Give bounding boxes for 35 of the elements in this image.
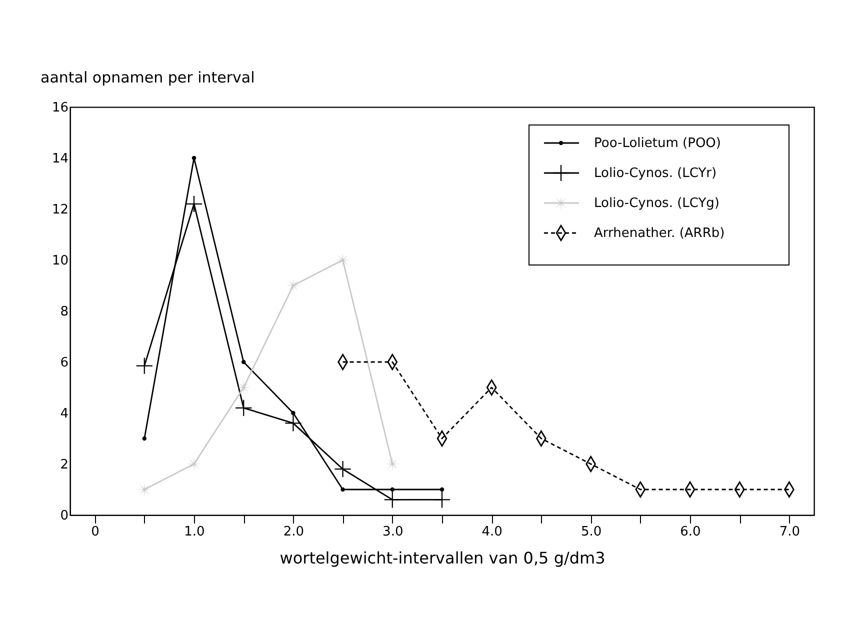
x-tick-label: 1.0	[184, 524, 205, 540]
x-tick-label: 4.0	[482, 524, 502, 540]
x-axis-title: wortelgewicht-intervallen van 0,5 g/dm3	[280, 548, 606, 568]
x-tick-label: 3.0	[382, 524, 404, 540]
y-tick-label: 6	[60, 356, 68, 370]
point	[192, 156, 196, 160]
legend-label: Lolio-Cynos. (LCYr)	[594, 166, 717, 181]
x-tick-label: 2.0	[283, 524, 304, 540]
x-tick-label: 0	[91, 524, 100, 540]
legend-label: Poo-Lolietum (POO)	[594, 136, 721, 151]
point	[142, 436, 147, 441]
legend-label: Arrhenather. (ARRb)	[594, 226, 725, 241]
point	[241, 360, 246, 364]
point	[334, 461, 351, 478]
y-tick-label: 14	[52, 152, 68, 166]
y-tick-label: 4	[60, 406, 68, 422]
y-tick-label: 0	[60, 508, 68, 524]
y-tick-label: 16	[52, 100, 68, 116]
legend-label: Lolio-Cynos. (LCYg)	[594, 196, 720, 211]
point	[440, 487, 444, 492]
x-tick-label: 7.0	[779, 524, 800, 540]
point	[291, 410, 296, 416]
y-tick-label: 2	[60, 458, 68, 472]
point	[434, 492, 450, 508]
point	[384, 492, 400, 508]
point	[186, 456, 202, 472]
y-tick-label: 8	[60, 304, 68, 320]
y-tick-label: 12	[52, 202, 68, 218]
y-tick-label: 10	[52, 254, 68, 268]
point	[390, 487, 395, 492]
point	[340, 487, 345, 492]
x-tick-label: 5.0	[580, 524, 602, 540]
y-axis-title: aantal opnamen per interval	[40, 68, 255, 86]
point	[285, 415, 302, 432]
x-tick-label: 6.0	[680, 524, 701, 540]
